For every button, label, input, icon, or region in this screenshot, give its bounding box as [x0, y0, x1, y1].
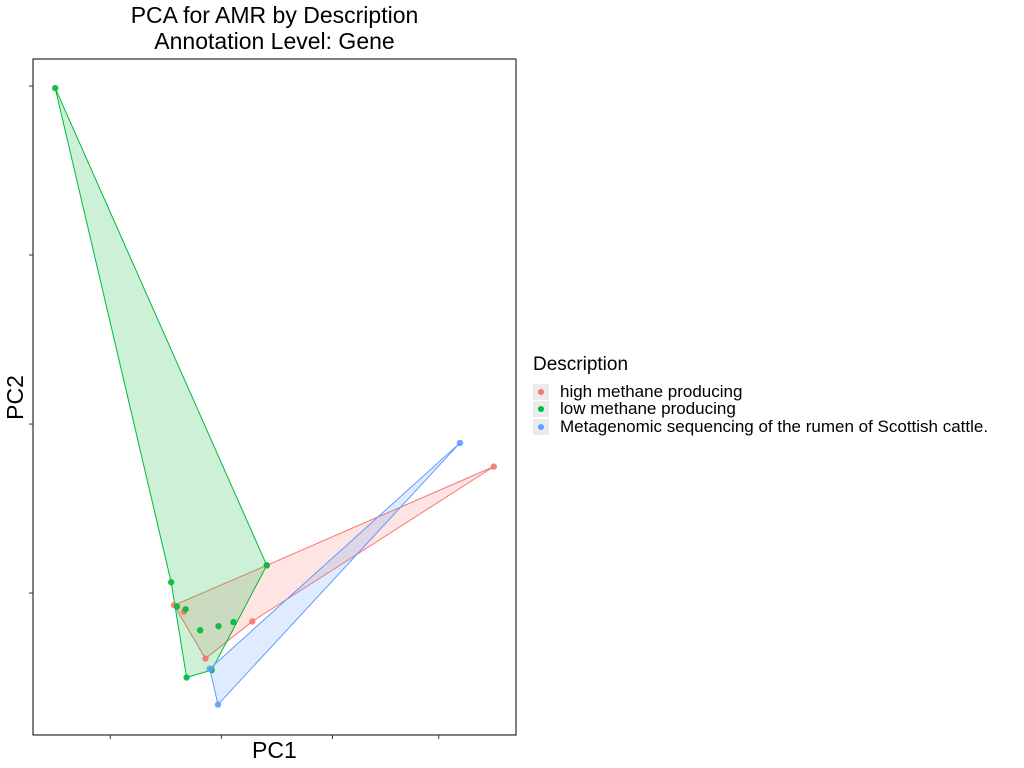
data-point-low-methane-producing: [173, 603, 181, 610]
legend: Description high methane producing low m…: [533, 354, 988, 436]
data-point-metagenomic-sequencing-of-the-rumen-of-scottish-cattle: [206, 665, 213, 672]
chart-title-line-1: PCA for AMR by Description: [130, 2, 419, 28]
data-point-metagenomic-sequencing-of-the-rumen-of-scottish-cattle: [214, 701, 222, 708]
legend-dot-icon: [538, 388, 544, 395]
y-axis-title: PC2: [1, 375, 28, 420]
legend-title: Description: [533, 354, 629, 375]
x-axis-title: PC1: [252, 737, 297, 763]
data-point-low-methane-producing: [183, 674, 190, 681]
data-point-high-methane-producing: [249, 618, 256, 625]
legend-key: [533, 383, 549, 400]
data-point-low-methane-producing: [182, 606, 189, 613]
legend-key: [533, 418, 549, 435]
data-point-high-methane-producing: [202, 655, 209, 662]
data-point-low-methane-producing: [215, 622, 222, 630]
data-point-low-methane-producing: [167, 579, 175, 586]
data-point-low-methane-producing: [263, 562, 270, 569]
legend-dot-icon: [538, 406, 544, 413]
hull-high-methane-producing: [173, 466, 495, 660]
data-point-metagenomic-sequencing-of-the-rumen-of-scottish-cattle: [456, 439, 464, 447]
hull-low-methane-producing: [54, 87, 268, 679]
plot-panel: [32, 58, 517, 736]
chart-title-line-2: Annotation Level: Gene: [154, 28, 395, 54]
legend-label: high methane producing: [560, 381, 743, 401]
legend-key: [533, 401, 549, 418]
data-point-low-methane-producing: [52, 84, 59, 92]
data-point-high-methane-producing: [490, 463, 497, 470]
data-point-low-methane-producing: [196, 627, 204, 634]
data-point-low-methane-producing: [230, 618, 237, 626]
legend-item-high-methane: high methane producing: [533, 381, 988, 401]
legend-dot-icon: [538, 423, 544, 430]
legend-item-low-methane: low methane producing: [533, 399, 988, 419]
legend-label: Metagenomic sequencing of the rumen of S…: [560, 416, 989, 436]
legend-label: low methane producing: [560, 399, 736, 419]
legend-item-metagenomic: Metagenomic sequencing of the rumen of S…: [533, 416, 989, 436]
hull-metagenomic-sequencing-of-the-rumen-of-scottish-cattle: [209, 442, 461, 706]
